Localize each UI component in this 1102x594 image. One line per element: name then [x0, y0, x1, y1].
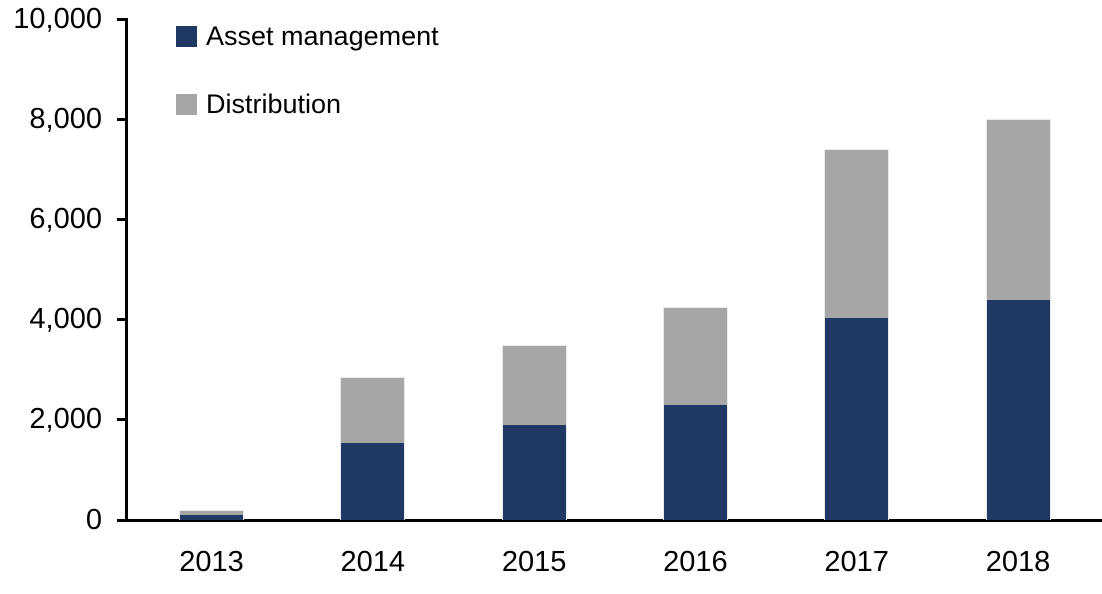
x-axis-label-2013: 2013: [179, 546, 244, 578]
y-axis-tick-label: 0: [85, 503, 102, 536]
bar-stack-2017: [824, 149, 890, 520]
y-axis-tick-label: 4,000: [29, 303, 102, 336]
y-axis-tick: [117, 17, 128, 21]
x-axis-label-2015: 2015: [501, 546, 567, 578]
y-axis-tick-label: 8,000: [29, 102, 102, 135]
x-axis-label-2017: 2017: [824, 546, 889, 578]
bar-2018-asset-management: [986, 300, 1050, 520]
legend-label-distribution: Distribution: [206, 89, 342, 119]
legend-item-distribution: Distribution: [176, 90, 439, 118]
y-axis-tick-label: 10,000: [13, 2, 102, 35]
bar-2018-distribution: [986, 120, 1050, 301]
bar-2017-distribution: [825, 150, 889, 318]
x-axis-line: [117, 519, 1102, 522]
y-axis-tick: [117, 217, 128, 221]
bar-stack-2018: [985, 119, 1051, 520]
y-axis-tick: [117, 117, 128, 121]
x-axis-label-2014: 2014: [340, 546, 406, 578]
legend-swatch-distribution: [176, 93, 197, 115]
y-axis-tick: [117, 418, 128, 422]
legend: Asset management Distribution: [176, 22, 439, 158]
bar-2015-distribution: [502, 345, 566, 426]
y-axis-line: [125, 18, 128, 522]
x-axis-label-2016: 2016: [663, 546, 728, 578]
x-axis-label-2018: 2018: [985, 546, 1051, 578]
bar-2013-distribution: [180, 510, 243, 516]
bar-stack-2013: [179, 509, 244, 520]
y-axis-tick-label: 6,000: [29, 202, 102, 235]
y-axis-tick: [117, 318, 128, 322]
bar-2014-asset-management: [341, 442, 405, 520]
bar-2016-distribution: [663, 308, 727, 406]
legend-label-asset-management: Asset management: [206, 21, 439, 51]
bar-stack-2015: [501, 344, 567, 520]
bar-2014-distribution: [341, 378, 405, 443]
y-axis-tick-label: 2,000: [29, 403, 102, 436]
bar-2017-asset-management: [825, 317, 889, 520]
bar-2016-asset-management: [663, 405, 727, 520]
legend-swatch-asset-management: [176, 25, 197, 47]
legend-item-asset-management: Asset management: [176, 22, 439, 50]
bar-stack-2016: [662, 307, 728, 520]
bar-2013-asset-management: [180, 515, 243, 520]
bar-stack-2014: [340, 377, 406, 520]
bar-2015-asset-management: [502, 425, 566, 520]
